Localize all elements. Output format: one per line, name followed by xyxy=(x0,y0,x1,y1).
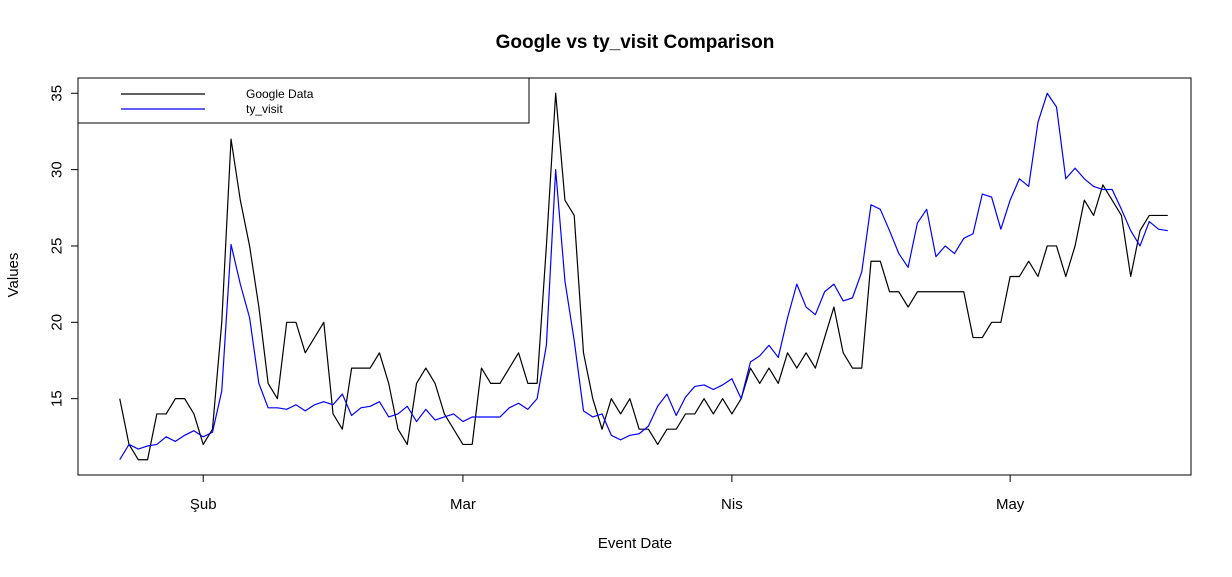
legend-label: Google Data xyxy=(246,87,314,101)
y-axis-label: Values xyxy=(5,253,22,298)
y-axis: 15 20 25 30 35 xyxy=(48,85,79,407)
y-tick-label: 30 xyxy=(48,161,65,178)
x-axis-label: Event Date xyxy=(598,535,672,552)
x-axis: Şub Mar Nis May xyxy=(190,474,1025,513)
x-tick-label: May xyxy=(996,496,1025,513)
series-line-google-data xyxy=(119,92,1168,461)
chart-title: Google vs ty_visit Comparison xyxy=(496,32,775,53)
x-tick-label: Mar xyxy=(450,496,476,513)
x-tick-label: Şub xyxy=(190,496,217,513)
legend-box xyxy=(77,77,530,124)
legend-label: ty_visit xyxy=(246,102,283,116)
y-tick-label: 20 xyxy=(48,314,65,331)
series-layer xyxy=(119,92,1168,461)
y-tick-label: 15 xyxy=(48,390,65,407)
y-tick-label: 35 xyxy=(48,85,65,102)
series-line-ty-visit xyxy=(119,92,1168,461)
x-tick-label: Nis xyxy=(721,496,743,513)
y-tick-label: 25 xyxy=(48,238,65,255)
